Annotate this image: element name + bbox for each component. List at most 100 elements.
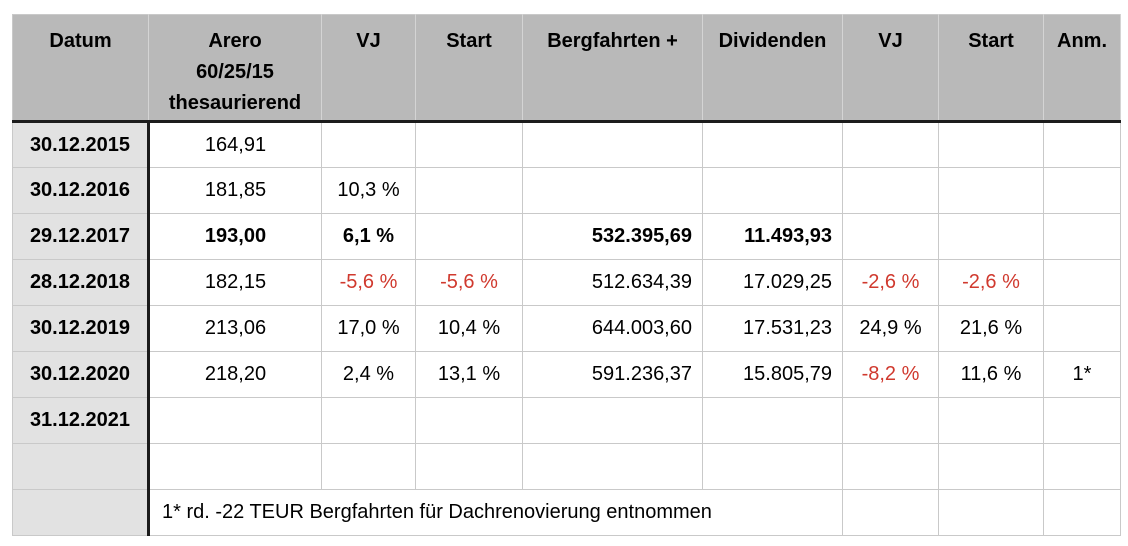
vj-cell[interactable]: 10,3 % [321,167,416,214]
table-row-2019: 30.12.2019 213,06 17,0 % 10,4 % 644.003,… [12,305,1121,352]
arero-cell[interactable]: 181,85 [148,167,322,214]
vj-cell[interactable]: -5,6 % [321,259,416,306]
arero-cell[interactable] [148,443,322,490]
bergfahrten-cell[interactable]: 532.395,69 [522,213,703,260]
start2-cell[interactable] [938,397,1044,444]
vj-cell[interactable] [321,397,416,444]
start-cell[interactable] [415,443,523,490]
arero-cell[interactable]: 164,91 [148,121,322,168]
start-cell[interactable] [415,121,523,168]
vj-cell[interactable]: 6,1 % [321,213,416,260]
vj-cell[interactable] [321,443,416,490]
header-arero-line1: Arero [208,30,262,52]
bergfahrten-cell[interactable]: 512.634,39 [522,259,703,306]
footnote-cell[interactable]: 1* rd. -22 TEUR Bergfahrten für Dachreno… [148,489,843,536]
dividenden-cell[interactable]: 15.805,79 [702,351,843,398]
vj-cell[interactable]: 2,4 % [321,351,416,398]
vj2-cell[interactable]: -2,6 % [842,259,939,306]
date-cell[interactable] [12,443,150,490]
table-header-row: Datum Arero 60/25/15 thesaurierend VJ St… [12,14,1121,123]
start2-cell[interactable]: -2,6 % [938,259,1044,306]
dividenden-cell[interactable]: 17.531,23 [702,305,843,352]
date-cell[interactable]: 29.12.2017 [12,213,150,260]
dividenden-cell[interactable]: 11.493,93 [702,213,843,260]
anm-cell[interactable] [1043,443,1121,490]
anm-cell[interactable] [1043,121,1121,168]
date-cell[interactable]: 30.12.2019 [12,305,150,352]
table-row-empty [12,443,1121,490]
header-start2[interactable]: Start [938,14,1044,123]
arero-cell[interactable]: 193,00 [148,213,322,260]
spreadsheet-region: Datum Arero 60/25/15 thesaurierend VJ St… [12,14,1121,536]
start-cell[interactable]: -5,6 % [415,259,523,306]
dividenden-cell[interactable]: 17.029,25 [702,259,843,306]
table-row-2016: 30.12.2016 181,85 10,3 % [12,167,1121,214]
arero-cell[interactable]: 218,20 [148,351,322,398]
anm-cell[interactable] [1043,305,1121,352]
anm-cell[interactable] [1043,259,1121,306]
date-cell[interactable]: 28.12.2018 [12,259,150,306]
vj2-cell[interactable] [842,167,939,214]
start2-cell[interactable]: 21,6 % [938,305,1044,352]
table-row-2020: 30.12.2020 218,20 2,4 % 13,1 % 591.236,3… [12,351,1121,398]
dividenden-cell[interactable] [702,167,843,214]
anm-cell[interactable] [1043,397,1121,444]
arero-cell[interactable] [148,397,322,444]
vj2-cell[interactable] [842,121,939,168]
dividenden-cell[interactable] [702,397,843,444]
bergfahrten-cell[interactable] [522,121,703,168]
start-cell[interactable]: 10,4 % [415,305,523,352]
vj-cell[interactable]: 17,0 % [321,305,416,352]
date-cell[interactable] [12,489,150,536]
bergfahrten-cell[interactable] [522,443,703,490]
bergfahrten-cell[interactable] [522,397,703,444]
bergfahrten-cell[interactable]: 591.236,37 [522,351,703,398]
start-cell[interactable] [415,167,523,214]
start2-cell[interactable] [938,121,1044,168]
date-cell[interactable]: 30.12.2020 [12,351,150,398]
date-cell[interactable]: 30.12.2016 [12,167,150,214]
dividenden-cell[interactable] [702,443,843,490]
vj2-cell[interactable] [842,489,939,536]
table-row-2017: 29.12.2017 193,00 6,1 % 532.395,69 11.49… [12,213,1121,260]
header-arero[interactable]: Arero 60/25/15 thesaurierend [148,14,322,123]
date-cell[interactable]: 31.12.2021 [12,397,150,444]
header-arero-line3: thesaurierend [168,92,302,114]
start2-cell[interactable] [938,213,1044,260]
bergfahrten-cell[interactable]: 644.003,60 [522,305,703,352]
vj2-cell[interactable] [842,397,939,444]
anm-cell[interactable]: 1* [1043,351,1121,398]
header-arero-line2: 60/25/15 [196,61,274,83]
vj2-cell[interactable] [842,443,939,490]
start2-cell[interactable] [938,489,1044,536]
header-start[interactable]: Start [415,14,523,123]
vj-cell[interactable] [321,121,416,168]
vj2-cell[interactable] [842,213,939,260]
start-cell[interactable] [415,397,523,444]
header-anm[interactable]: Anm. [1043,14,1121,123]
header-vj2[interactable]: VJ [842,14,939,123]
header-bergfahrten[interactable]: Bergfahrten + [522,14,703,123]
start2-cell[interactable] [938,443,1044,490]
vj2-cell[interactable]: -8,2 % [842,351,939,398]
bergfahrten-cell[interactable] [522,167,703,214]
start-cell[interactable] [415,213,523,260]
header-dividenden[interactable]: Dividenden [702,14,843,123]
anm-cell[interactable] [1043,489,1121,536]
portfolio-table: Datum Arero 60/25/15 thesaurierend VJ St… [12,14,1121,536]
table-row-2018: 28.12.2018 182,15 -5,6 % -5,6 % 512.634,… [12,259,1121,306]
table-row-2015: 30.12.2015 164,91 [12,121,1121,168]
vj2-cell[interactable]: 24,9 % [842,305,939,352]
anm-cell[interactable] [1043,167,1121,214]
start-cell[interactable]: 13,1 % [415,351,523,398]
header-datum[interactable]: Datum [12,14,149,123]
date-cell[interactable]: 30.12.2015 [12,121,150,168]
header-vj[interactable]: VJ [321,14,416,123]
table-row-footnote: 1* rd. -22 TEUR Bergfahrten für Dachreno… [12,489,1121,536]
anm-cell[interactable] [1043,213,1121,260]
start2-cell[interactable]: 11,6 % [938,351,1044,398]
start2-cell[interactable] [938,167,1044,214]
dividenden-cell[interactable] [702,121,843,168]
arero-cell[interactable]: 213,06 [148,305,322,352]
arero-cell[interactable]: 182,15 [148,259,322,306]
